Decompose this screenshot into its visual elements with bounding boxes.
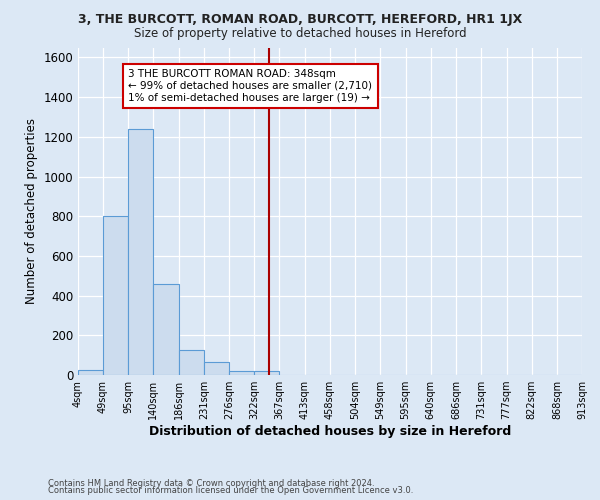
Bar (128, 129, 154, 375)
Bar (103, 216, 128, 375)
Bar (154, 284, 179, 375)
Text: 3, THE BURCOTT, ROMAN ROAD, BURCOTT, HEREFORD, HR1 1JX: 3, THE BURCOTT, ROMAN ROAD, BURCOTT, HER… (78, 12, 522, 26)
Text: Size of property relative to detached houses in Hereford: Size of property relative to detached ho… (134, 28, 466, 40)
Bar (254, 371, 279, 375)
Y-axis label: Number of detached properties: Number of detached properties (25, 118, 38, 304)
Text: Contains HM Land Registry data © Crown copyright and database right 2024.: Contains HM Land Registry data © Crown c… (48, 478, 374, 488)
X-axis label: Distribution of detached houses by size in Hereford: Distribution of detached houses by size … (149, 425, 511, 438)
Text: Contains public sector information licensed under the Open Government Licence v3: Contains public sector information licen… (48, 486, 413, 495)
Bar (229, 371, 254, 375)
Text: 3 THE BURCOTT ROMAN ROAD: 348sqm
← 99% of detached houses are smaller (2,710)
1%: 3 THE BURCOTT ROMAN ROAD: 348sqm ← 99% o… (128, 70, 373, 102)
Bar (78, 370, 103, 375)
Bar (179, 350, 204, 375)
Bar (204, 362, 229, 375)
